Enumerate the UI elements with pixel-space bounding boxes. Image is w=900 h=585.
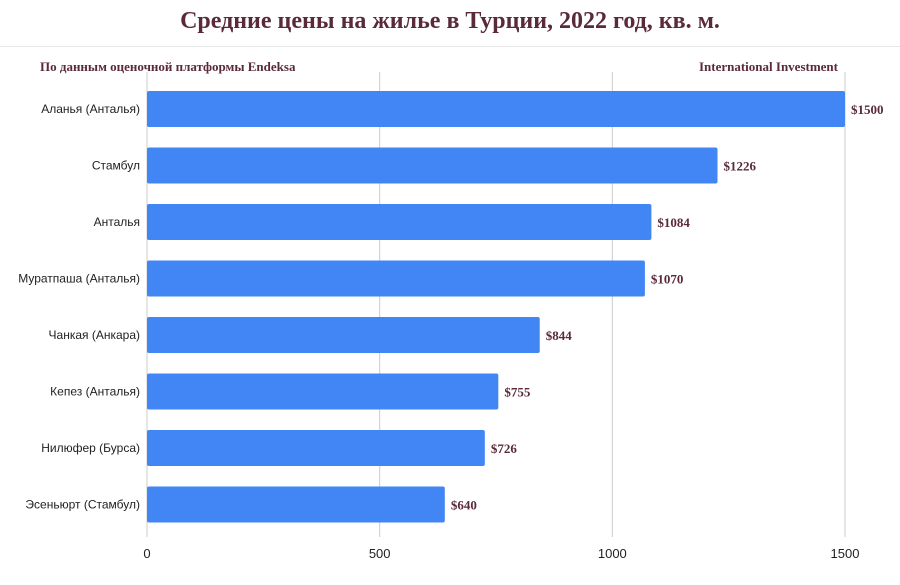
value-label: $1500 — [851, 102, 884, 117]
source-note: По данным оценочной платформы Endeksa — [40, 59, 296, 74]
value-label: $755 — [504, 385, 531, 400]
category-label: Кепез (Анталья) — [50, 385, 140, 399]
value-label: $844 — [546, 328, 573, 343]
bar — [147, 91, 845, 127]
bar — [147, 317, 540, 353]
publisher-note: International Investment — [698, 59, 838, 74]
value-label: $1070 — [651, 272, 684, 287]
x-tick-label: 1000 — [598, 546, 627, 561]
bar — [147, 486, 445, 523]
category-label: Муратпаша (Анталья) — [18, 272, 140, 286]
category-label: Анталья — [94, 215, 140, 229]
bar — [147, 260, 645, 297]
value-label: $640 — [451, 498, 477, 513]
bar — [147, 204, 652, 240]
bar — [147, 430, 485, 466]
category-label: Стамбул — [92, 159, 140, 173]
chart-title: Средние цены на жилье в Турции, 2022 год… — [180, 8, 720, 34]
value-label: $1084 — [657, 215, 690, 230]
title-divider — [0, 46, 900, 47]
bar — [147, 373, 499, 410]
bar — [147, 147, 718, 184]
x-tick-label: 500 — [369, 546, 391, 561]
category-label: Чанкая (Анкара) — [49, 328, 140, 342]
category-label: Аланья (Анталья) — [41, 102, 140, 116]
category-label: Нилюфер (Бурса) — [41, 441, 140, 455]
x-tick-label: 1500 — [831, 546, 860, 561]
value-label: $726 — [491, 441, 518, 456]
value-label: $1226 — [723, 159, 756, 174]
x-tick-label: 0 — [143, 546, 150, 561]
category-label: Эсеньюрт (Стамбул) — [25, 498, 140, 512]
